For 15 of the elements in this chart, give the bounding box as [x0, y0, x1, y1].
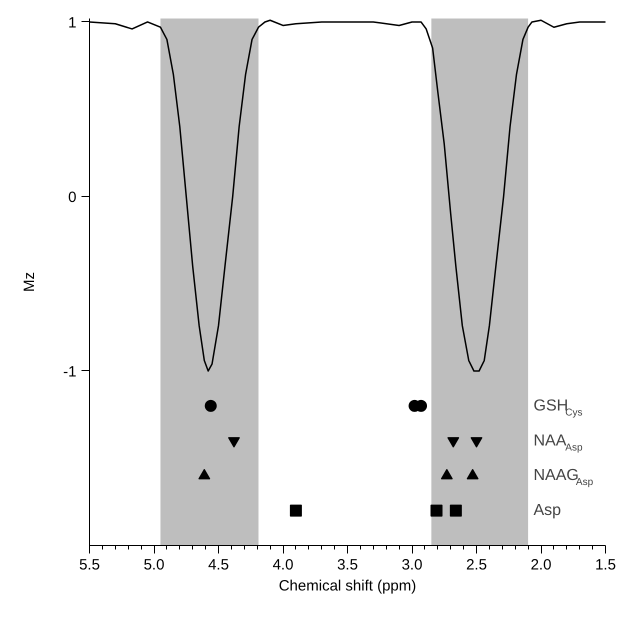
y-tick-label: 0	[68, 188, 76, 206]
y-tick-label: -1	[63, 363, 77, 380]
x-tick-label: 3.0	[402, 556, 422, 574]
y-tick-label: 1	[68, 14, 76, 32]
x-tick-label: 2.0	[530, 556, 552, 574]
x-tick-label: 5.0	[144, 556, 164, 574]
x-tick-label: 2.5	[466, 556, 487, 574]
x-tick-label: 3.5	[337, 556, 358, 574]
x-tick-label: 4.0	[272, 556, 294, 574]
y-axis-title: Mz	[21, 272, 38, 292]
text: Asp	[534, 502, 562, 520]
x-axis-title: Chemical shift (ppm)	[278, 578, 416, 594]
x-tick-label: 4.5	[208, 556, 229, 574]
x-tick-label: 5.5	[79, 556, 100, 574]
x-tick-label: 1.5	[595, 556, 616, 574]
